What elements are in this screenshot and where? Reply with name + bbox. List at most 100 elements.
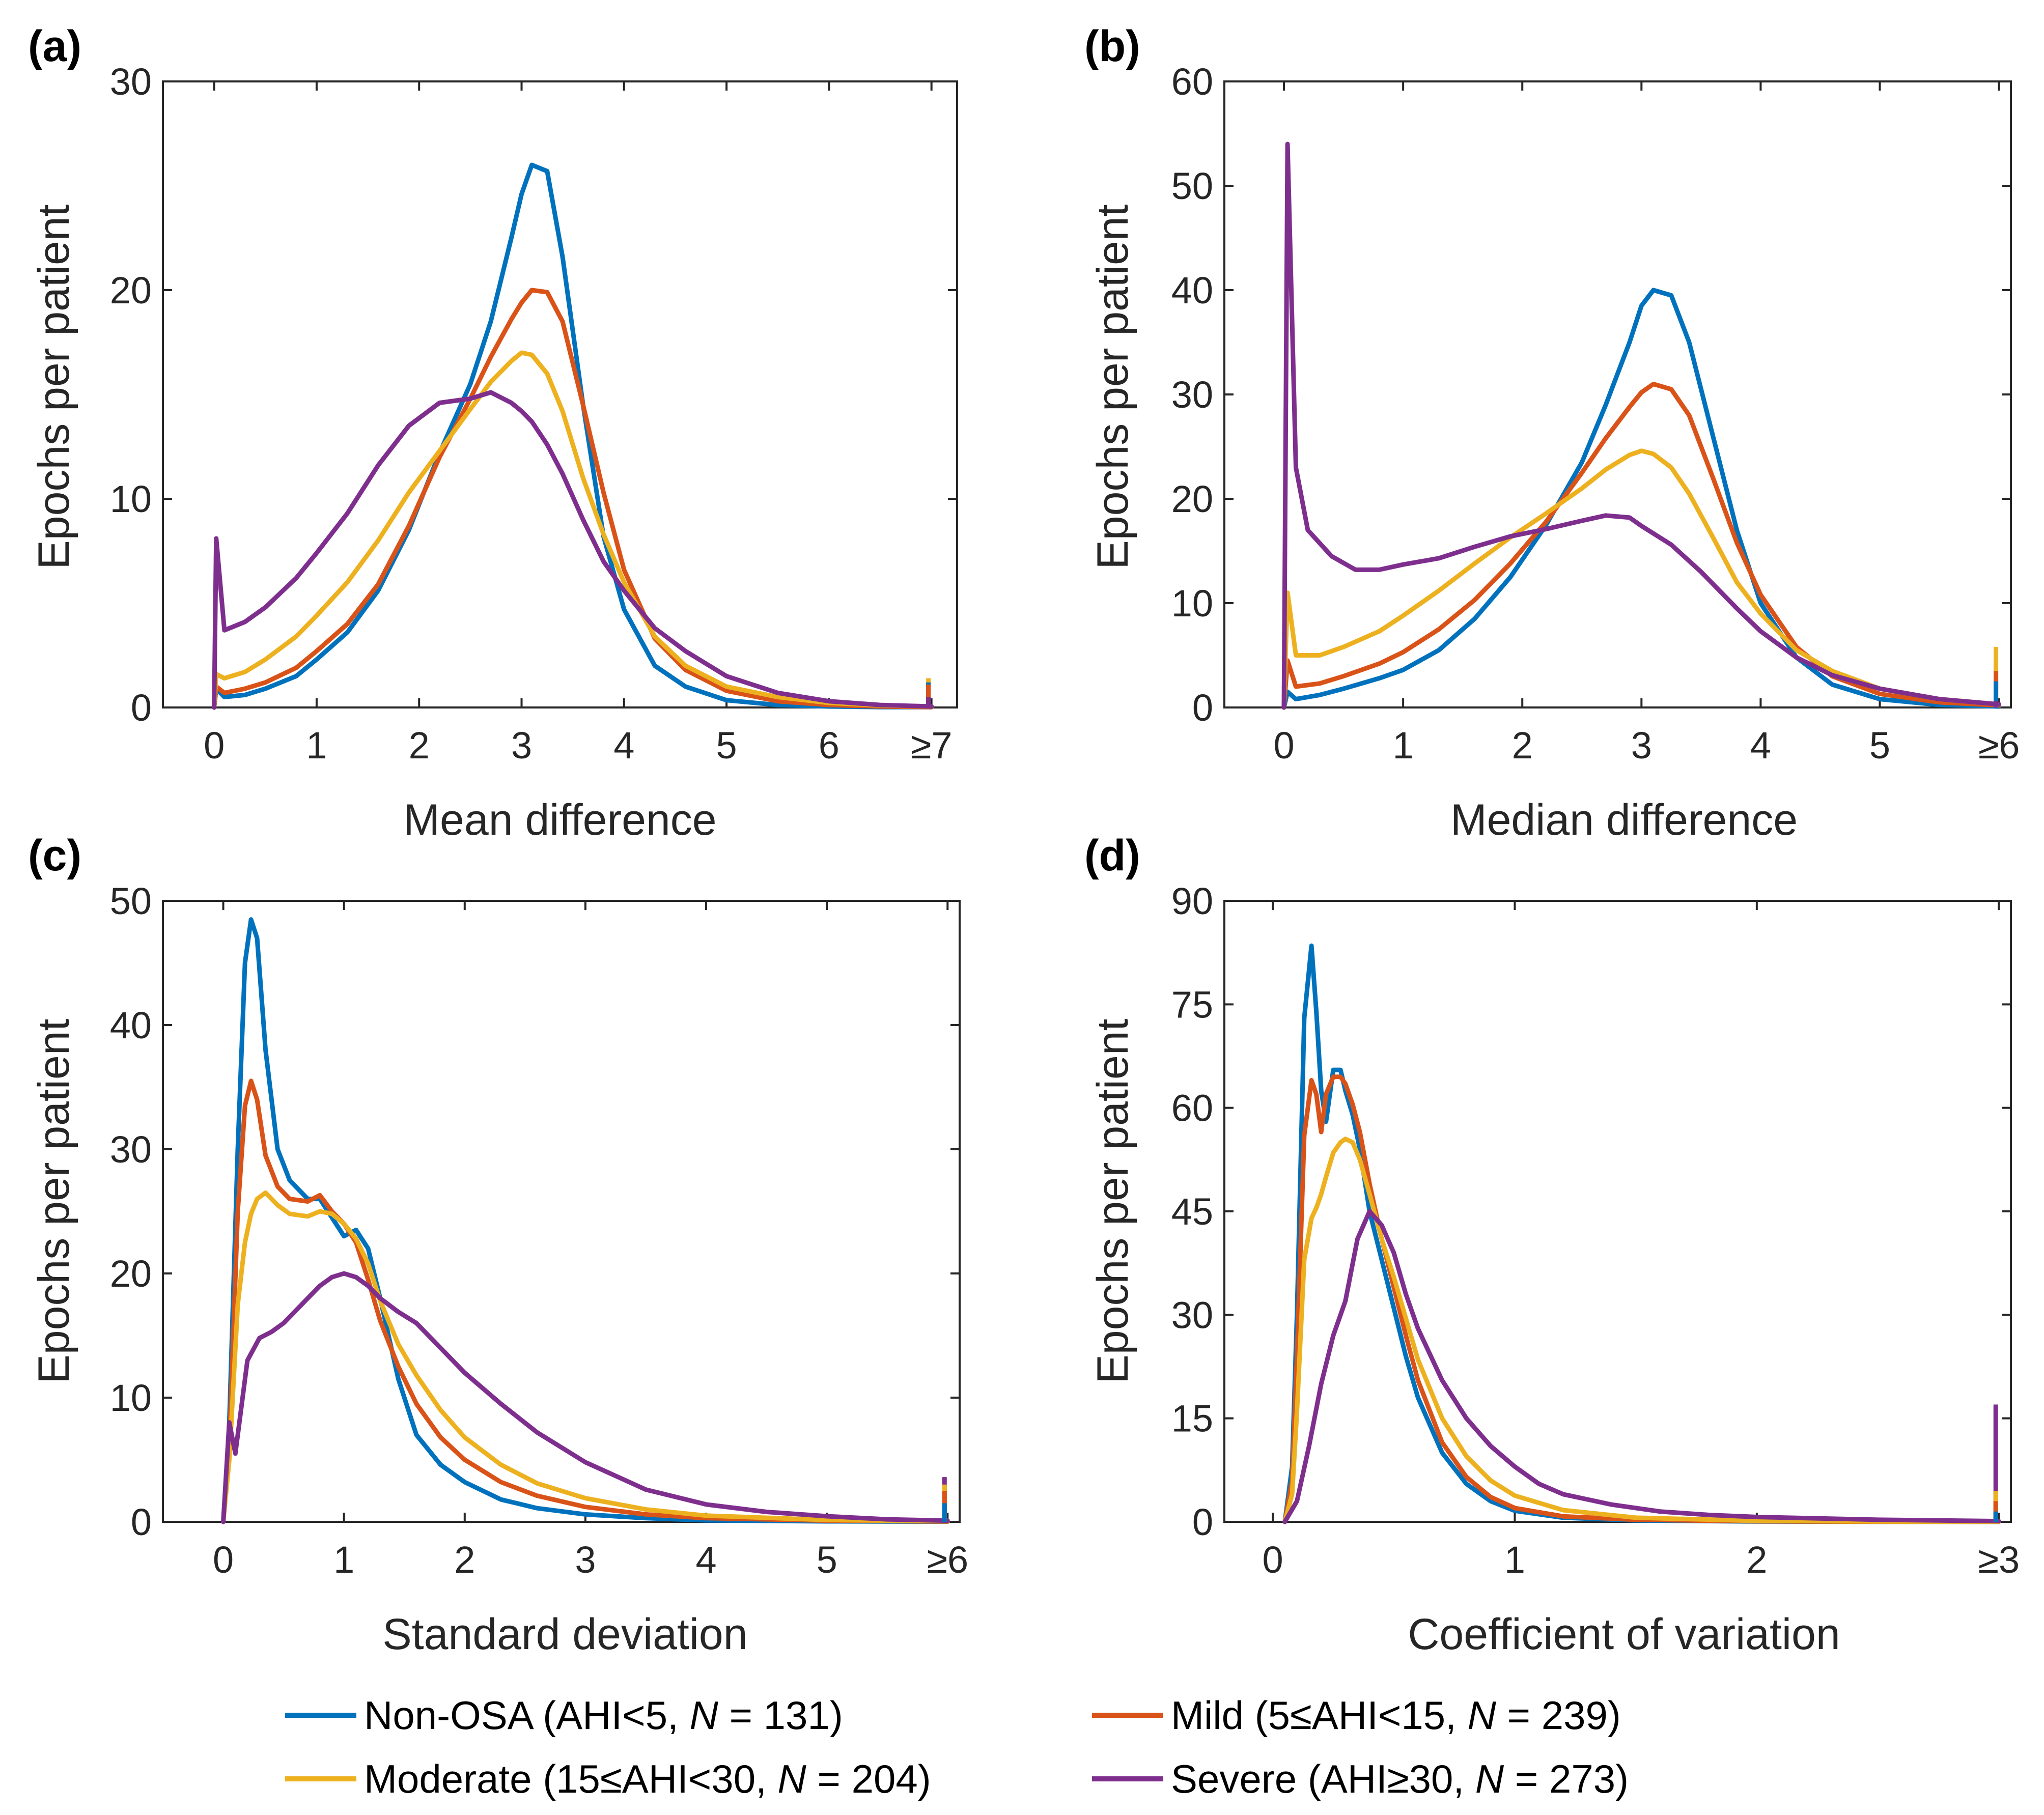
x-tick-label-a: 1 xyxy=(306,724,327,767)
y-tick-label-c: 50 xyxy=(110,880,152,922)
legend-item-severe: Severe (AHI≥30, N = 273) xyxy=(1092,1756,1629,1801)
x-axis-title-c: Standard deviation xyxy=(382,1610,747,1659)
panel-c: (c) Epochs per patient Standard deviatio… xyxy=(28,831,968,1659)
x-tick-label-b: 4 xyxy=(1750,724,1771,767)
x-tick-label-c: 5 xyxy=(817,1539,837,1581)
legend-n-symbol-mild: N xyxy=(1468,1693,1497,1738)
x-tick-label-c: 3 xyxy=(575,1539,596,1581)
legend-label-moderate: Moderate (15≤AHI<30, xyxy=(364,1756,777,1801)
series-line-mild-a xyxy=(212,288,934,710)
x-axis-title-a: Mean difference xyxy=(403,796,716,844)
y-tick-label-d: 0 xyxy=(1192,1501,1213,1543)
y-tick-label-d: 15 xyxy=(1171,1398,1213,1440)
panel-d: (d) Epochs per patient Coefficient of va… xyxy=(1084,831,2020,1659)
legend-label-non-osa: Non-OSA (AHI<5, xyxy=(364,1693,689,1738)
y-tick-label-c: 20 xyxy=(110,1253,152,1295)
x-tick-label-c: 4 xyxy=(695,1539,716,1581)
x-tick-label-a: ≥7 xyxy=(911,724,953,767)
x-tick-label-b: 3 xyxy=(1631,724,1652,767)
plot-area-b: 0 10 20 30 40 50 60 0 1 2 3 4 5 ≥6 xyxy=(1171,61,2020,767)
y-tick-label-a: 30 xyxy=(110,61,152,103)
legend-n-symbol-severe: N xyxy=(1475,1756,1504,1801)
panel-b: (b) Epochs per patient Median difference… xyxy=(1084,22,2020,844)
panel-label-d: (d) xyxy=(1084,831,1140,880)
x-tick-label-c: 1 xyxy=(333,1539,354,1581)
y-tick-label-d: 60 xyxy=(1171,1087,1213,1129)
series-line-severe-b xyxy=(1281,141,2002,710)
series-line-mild-d xyxy=(1282,1074,2001,1524)
panel-label-b: (b) xyxy=(1084,22,1140,71)
legend-n-symbol-moderate: N xyxy=(777,1756,806,1801)
x-tick-label-a: 6 xyxy=(819,724,839,767)
y-tick-label-b: 20 xyxy=(1171,478,1213,520)
series-line-non-osa-b xyxy=(1281,288,2002,710)
y-tick-label-d: 45 xyxy=(1171,1190,1213,1233)
panel-label-c: (c) xyxy=(28,831,81,880)
series-line-mild-b xyxy=(1281,382,2002,710)
y-tick-label-c: 40 xyxy=(110,1004,152,1046)
x-tick-label-c: 0 xyxy=(213,1539,234,1581)
y-tick-label-b: 0 xyxy=(1192,687,1213,729)
series-line-severe-d xyxy=(1282,1209,2001,1524)
x-tick-label-d: 1 xyxy=(1504,1539,1525,1581)
y-tick-label-c: 0 xyxy=(131,1501,152,1543)
legend-n-value-non-osa: = 131) xyxy=(718,1693,843,1738)
y-tick-label-c: 10 xyxy=(110,1377,152,1419)
x-tick-label-c: 2 xyxy=(454,1539,475,1581)
legend-label-mild: Mild (5≤AHI<15, xyxy=(1171,1693,1468,1738)
plot-area-a: 0 10 20 30 0 1 2 3 4 5 6 ≥7 xyxy=(110,61,958,767)
y-tick-label-d: 30 xyxy=(1171,1294,1213,1336)
svg-text:Mild (5≤AHI<15, N = 239): Mild (5≤AHI<15, N = 239) xyxy=(1171,1693,1621,1738)
axes-box-d xyxy=(1223,900,2012,1523)
series-line-moderate-c xyxy=(221,1190,950,1524)
y-tick-label-d: 75 xyxy=(1171,983,1213,1026)
svg-text:Non-OSA (AHI<5, N = 131): Non-OSA (AHI<5, N = 131) xyxy=(364,1693,843,1738)
y-tick-label-b: 50 xyxy=(1171,165,1213,207)
legend: Non-OSA (AHI<5, N = 131) Mild (5≤AHI<15,… xyxy=(285,1693,1629,1801)
panel-label-a: (a) xyxy=(28,22,81,71)
legend-item-mild: Mild (5≤AHI<15, N = 239) xyxy=(1092,1693,1621,1738)
y-tick-label-b: 40 xyxy=(1171,269,1213,311)
plot-area-c: 0 10 20 30 40 50 0 1 2 3 4 5 ≥6 xyxy=(110,880,968,1581)
series-line-severe-c xyxy=(221,1271,950,1524)
legend-n-symbol-non-osa: N xyxy=(689,1693,718,1738)
x-tick-label-d: 0 xyxy=(1262,1539,1283,1581)
x-tick-label-a: 5 xyxy=(716,724,737,767)
y-axis-title-c: Epochs per patient xyxy=(30,1018,78,1383)
series-line-moderate-b xyxy=(1281,448,2002,710)
legend-n-value-mild: = 239) xyxy=(1496,1693,1621,1738)
y-tick-label-b: 60 xyxy=(1171,61,1213,103)
legend-n-value-severe: = 273) xyxy=(1504,1756,1629,1801)
axes-box-b xyxy=(1223,80,2012,708)
y-tick-label-a: 20 xyxy=(110,269,152,311)
legend-n-value-moderate: = 204) xyxy=(806,1756,931,1801)
x-tick-label-d: 2 xyxy=(1746,1539,1767,1581)
x-tick-label-c: ≥6 xyxy=(927,1539,968,1581)
x-tick-label-a: 3 xyxy=(511,724,532,767)
x-tick-label-b: ≥6 xyxy=(1978,724,2020,767)
series-line-severe-a xyxy=(212,390,934,710)
y-tick-label-d: 90 xyxy=(1171,880,1213,922)
y-axis-title-b: Epochs per patient xyxy=(1088,204,1137,569)
series-line-moderate-d xyxy=(1282,1137,2001,1524)
x-tick-label-a: 0 xyxy=(204,724,225,767)
y-axis-title-a: Epochs per patient xyxy=(30,204,78,569)
plot-area-d: 0 15 30 45 60 75 90 0 1 2 ≥3 xyxy=(1171,880,2020,1581)
x-tick-label-b: 5 xyxy=(1869,724,1890,767)
panel-a: (a) Epochs per patient Mean difference 0… xyxy=(28,22,958,844)
x-tick-label-a: 2 xyxy=(409,724,430,767)
series-line-non-osa-a xyxy=(212,162,934,710)
y-tick-label-b: 30 xyxy=(1171,374,1213,416)
y-axis-title-d: Epochs per patient xyxy=(1088,1018,1137,1383)
axes-box-c xyxy=(162,900,961,1523)
x-axis-title-b: Median difference xyxy=(1450,796,1798,844)
x-tick-label-b: 2 xyxy=(1512,724,1533,767)
series-line-moderate-a xyxy=(212,350,934,710)
legend-item-non-osa: Non-OSA (AHI<5, N = 131) xyxy=(285,1693,843,1738)
axes-box-a xyxy=(162,80,958,708)
x-axis-title-d: Coefficient of variation xyxy=(1408,1610,1840,1659)
y-tick-label-a: 10 xyxy=(110,478,152,520)
series-line-non-osa-c xyxy=(221,917,950,1524)
y-tick-label-c: 30 xyxy=(110,1128,152,1171)
